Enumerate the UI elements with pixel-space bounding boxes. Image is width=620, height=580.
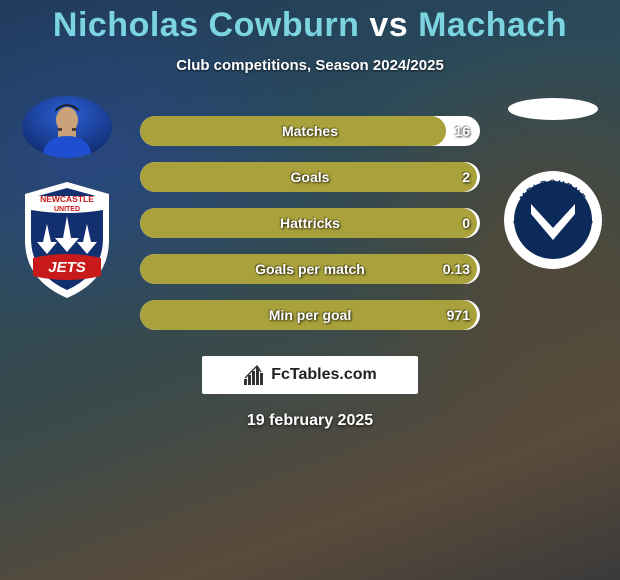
bar-value: 0.13: [443, 261, 470, 277]
player-2-photo: [508, 98, 598, 120]
bar-value: 0: [462, 215, 470, 231]
bar-row-min-per-goal: Min per goal 971: [140, 300, 480, 330]
bars-rising-icon: [243, 365, 265, 385]
bar-label: Goals: [291, 169, 330, 185]
title-player-1: Nicholas Cowburn: [53, 6, 359, 44]
bar-label: Matches: [282, 123, 338, 139]
main-area: NEWCASTLE UNITED JETS: [0, 116, 620, 330]
bar-label: Goals per match: [255, 261, 365, 277]
title-player-2: Machach: [418, 6, 567, 44]
bar-value: 2: [462, 169, 470, 185]
bar-label: Min per goal: [269, 307, 351, 323]
club-badge-left: NEWCASTLE UNITED JETS: [17, 180, 117, 300]
bar-row-goals-per-match: Goals per match 0.13: [140, 254, 480, 284]
bar-row-goals: Goals 2: [140, 162, 480, 192]
subtitle: Club competitions, Season 2024/2025: [0, 57, 620, 74]
club-left-text-top: NEWCASTLE: [40, 194, 94, 204]
player-1-photo: [22, 96, 112, 158]
club-left-banner-text: JETS: [48, 259, 86, 276]
stats-bars: Matches 16 Goals 2 Hattricks 0 Goals per…: [140, 116, 480, 330]
page-title: Nicholas Cowburn vs Machach: [0, 6, 620, 45]
club-badge-right: MELBOURNE Victory: [503, 170, 603, 270]
right-column: MELBOURNE Victory: [488, 98, 618, 270]
brand-box: FcTables.com: [202, 356, 418, 394]
title-vs: vs: [369, 6, 408, 44]
bar-value: 971: [447, 307, 470, 323]
bar-row-matches: Matches 16: [140, 116, 480, 146]
club-left-text-top2: UNITED: [54, 206, 80, 213]
left-column: NEWCASTLE UNITED JETS: [2, 96, 132, 300]
bar-label: Hattricks: [280, 215, 340, 231]
brand-text: FcTables.com: [271, 366, 377, 384]
bar-row-hattricks: Hattricks 0: [140, 208, 480, 238]
bar-value: 16: [454, 123, 470, 139]
date-line: 19 february 2025: [0, 412, 620, 430]
content-root: Nicholas Cowburn vs Machach Club competi…: [0, 0, 620, 580]
